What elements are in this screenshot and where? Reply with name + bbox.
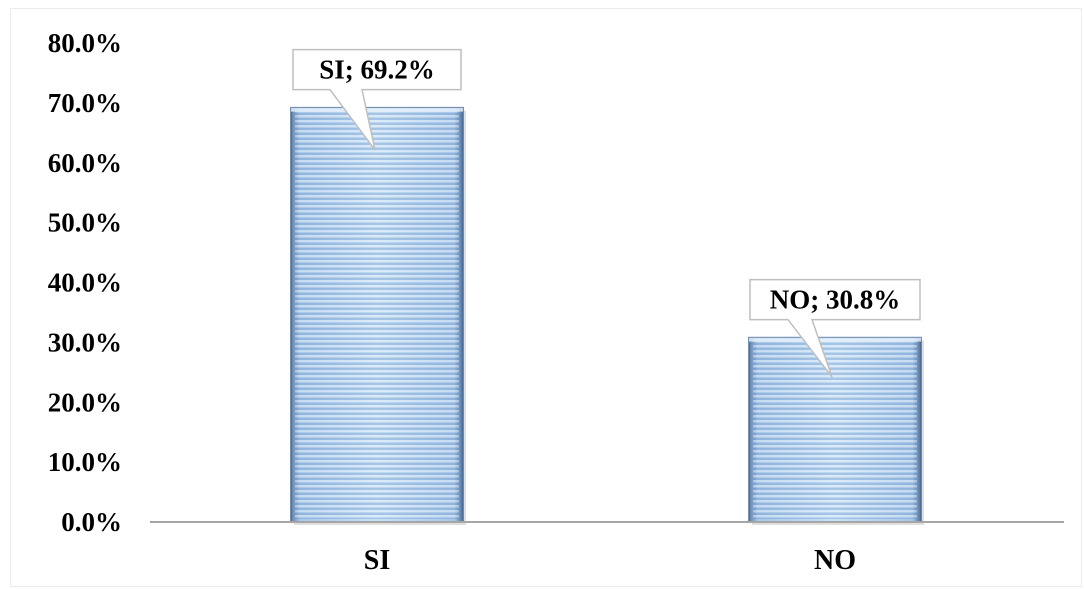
bars	[290, 106, 924, 525]
y-tick-label: 30.0%	[48, 327, 122, 357]
y-tick-label: 70.0%	[48, 88, 122, 118]
data-label-callout: SI; 69.2%	[292, 48, 462, 151]
y-tick-label: 80.0%	[48, 28, 122, 58]
y-tick-label: 40.0%	[48, 268, 122, 298]
x-category-label: NO	[814, 545, 856, 576]
y-tick-label: 60.0%	[48, 148, 122, 178]
data-label-text: SI; 69.2%	[319, 55, 435, 85]
y-tick-label: 0.0%	[61, 507, 122, 537]
y-tick-label: 20.0%	[48, 387, 122, 417]
x-axis-category-labels: SI NO	[364, 545, 856, 576]
x-category-label: SI	[364, 545, 390, 576]
data-label-callouts: SI; 69.2% NO; 30.8%	[292, 48, 921, 378]
y-tick-label: 10.0%	[48, 447, 122, 477]
y-axis-tick-labels: 0.0% 10.0% 20.0% 30.0% 40.0% 50.0% 60.0% 70.0% 8…	[48, 28, 122, 537]
chart-frame	[10, 8, 1082, 587]
y-tick-label: 50.0%	[48, 208, 122, 238]
bar-no	[748, 336, 924, 525]
bar-si	[290, 106, 466, 525]
data-label-callout: NO; 30.8%	[749, 278, 921, 378]
data-label-text: NO; 30.8%	[770, 285, 901, 315]
